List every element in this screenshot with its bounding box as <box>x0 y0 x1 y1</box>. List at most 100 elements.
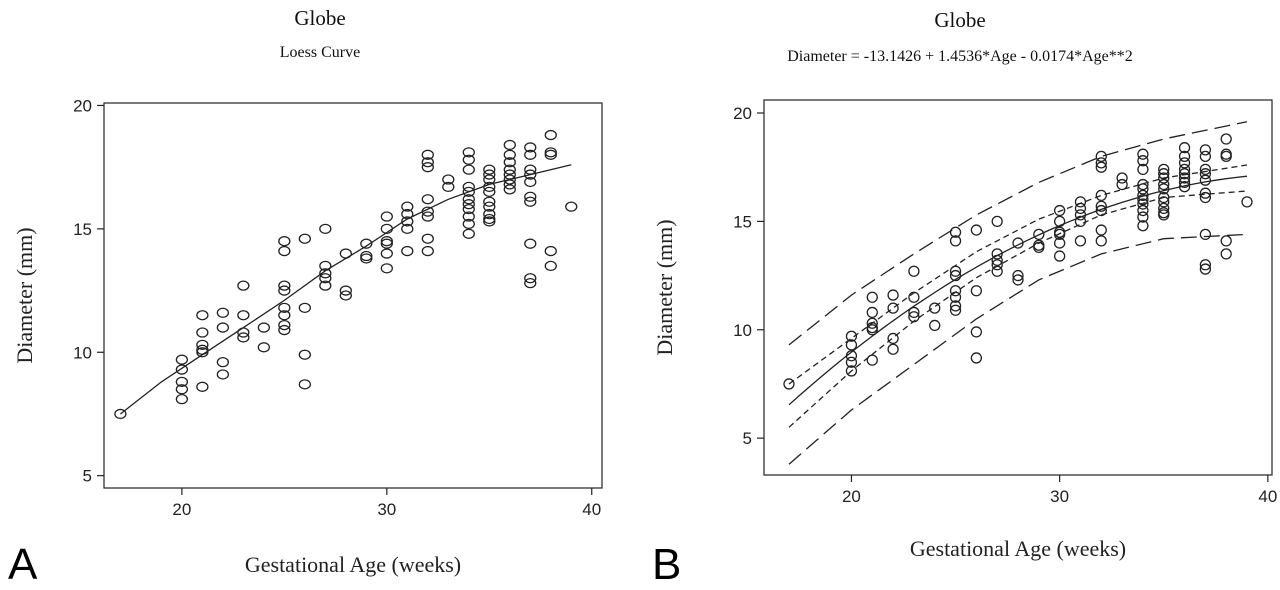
data-point <box>970 285 983 297</box>
data-point <box>1158 209 1170 221</box>
data-point <box>421 157 434 168</box>
data-point <box>1199 263 1212 275</box>
data-point <box>257 322 271 333</box>
data-point <box>421 149 434 160</box>
data-point <box>887 332 899 345</box>
data-point <box>524 142 537 153</box>
data-point <box>866 317 878 329</box>
data-point <box>1095 235 1107 247</box>
y-tick-label: 20 <box>733 104 752 123</box>
loess-curve <box>119 164 572 415</box>
data-point <box>360 253 373 264</box>
data-point <box>1199 228 1212 241</box>
data-point <box>360 238 373 249</box>
data-point <box>524 273 537 284</box>
data-point <box>544 129 557 141</box>
data-point <box>970 326 983 338</box>
plot-frame <box>103 102 603 489</box>
data-point <box>1178 157 1191 169</box>
data-point <box>1033 228 1045 241</box>
plot-frame <box>763 99 1273 476</box>
data-point <box>887 302 899 314</box>
data-point <box>1137 155 1149 167</box>
data-point <box>887 343 899 355</box>
data-point <box>483 196 496 207</box>
data-point <box>298 379 311 390</box>
data-point <box>1137 194 1149 206</box>
confidence-lower-curve <box>788 190 1248 428</box>
data-point <box>1116 172 1128 184</box>
data-point <box>949 235 962 247</box>
data-point <box>1220 248 1232 260</box>
data-point <box>866 306 878 319</box>
data-point <box>421 245 434 257</box>
panel-a-label: A <box>8 540 38 589</box>
x-tick-label: 40 <box>582 500 601 519</box>
data-point <box>1012 269 1024 282</box>
data-point <box>991 259 1003 271</box>
confidence-upper-curve <box>788 164 1248 385</box>
data-point <box>949 285 962 297</box>
data-point <box>380 238 393 249</box>
data-point <box>1199 191 1212 204</box>
data-point <box>1178 168 1191 180</box>
x-tick-label: 30 <box>377 500 396 519</box>
y-tick-label: 10 <box>733 321 752 340</box>
chart-a-subtitle: Loess Curve <box>279 44 361 61</box>
data-point <box>845 330 858 342</box>
data-point <box>483 164 496 175</box>
data-point <box>483 186 496 197</box>
data-point <box>1158 178 1170 191</box>
data-point <box>524 169 537 180</box>
chart-b-subtitle: Diameter = -13.1426 + 1.4536*Age - 0.017… <box>787 48 1133 65</box>
data-point <box>1053 250 1066 262</box>
data-point <box>175 384 189 395</box>
x-tick-label: 40 <box>1258 487 1277 506</box>
data-point <box>991 215 1003 228</box>
data-point <box>196 347 209 358</box>
y-axis-title: Diameter (mm) <box>12 227 37 363</box>
data-point <box>1158 163 1170 176</box>
data-point <box>483 169 496 180</box>
chart-b-title: Globe <box>934 8 986 32</box>
data-point <box>401 216 414 227</box>
data-point <box>1178 150 1191 163</box>
data-point <box>442 174 455 185</box>
data-point <box>319 223 332 235</box>
data-point <box>949 304 962 316</box>
data-point <box>544 147 557 158</box>
prediction-lower-curve <box>788 233 1248 465</box>
data-point <box>257 342 271 353</box>
data-point <box>462 218 475 230</box>
data-point <box>380 236 393 247</box>
x-axis-title: Gestational Age (weeks) <box>910 536 1126 561</box>
data-point <box>216 356 230 368</box>
data-point <box>1199 259 1212 271</box>
data-point <box>1178 176 1191 189</box>
data-point <box>503 149 516 160</box>
data-point <box>1158 172 1170 184</box>
data-point <box>237 280 250 291</box>
data-point <box>1199 144 1212 156</box>
data-point <box>1220 235 1232 247</box>
data-point <box>114 408 127 420</box>
data-point <box>462 186 475 197</box>
data-point <box>339 290 352 301</box>
data-point <box>1053 228 1066 241</box>
data-point <box>1137 198 1149 210</box>
data-point <box>1053 204 1066 217</box>
data-point <box>175 376 189 388</box>
panel-b: Globe Diameter = -13.1426 + 1.4536*Age -… <box>640 0 1280 589</box>
data-point <box>1199 163 1212 176</box>
data-point <box>524 191 537 202</box>
x-tick-label: 30 <box>1050 487 1069 506</box>
data-point <box>949 269 962 282</box>
data-point <box>421 211 434 222</box>
data-point <box>278 285 291 296</box>
data-point <box>196 310 209 321</box>
data-point <box>908 291 920 303</box>
data-point <box>949 226 962 238</box>
data-point <box>421 194 434 205</box>
data-point <box>866 324 878 336</box>
data-point <box>1012 274 1024 286</box>
